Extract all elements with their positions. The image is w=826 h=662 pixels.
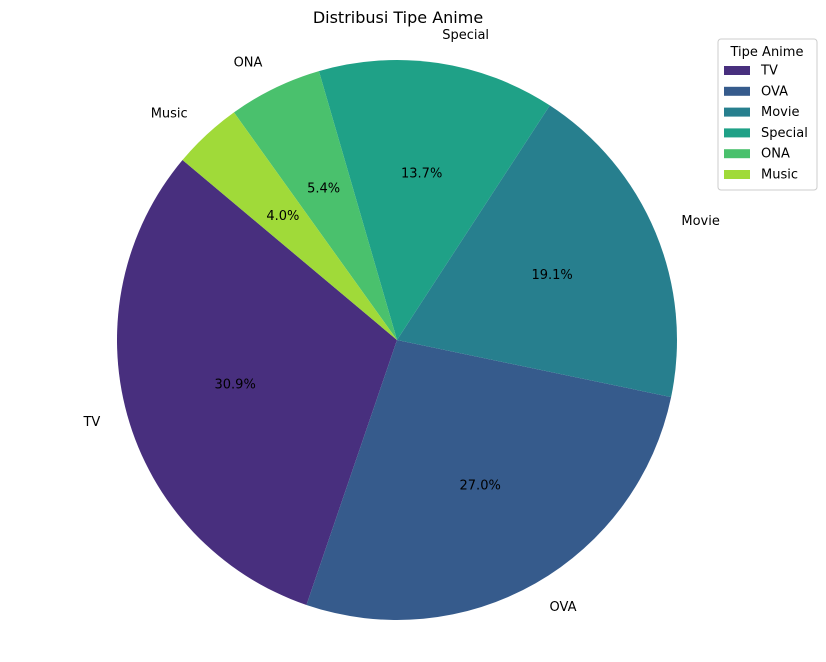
slice-label-ona: ONA bbox=[234, 55, 263, 70]
legend-label-music: Music bbox=[761, 168, 798, 183]
slice-label-ova: OVA bbox=[550, 600, 577, 615]
legend-label-special: Special bbox=[761, 126, 808, 141]
legend-label-ona: ONA bbox=[761, 147, 790, 162]
legend-label-tv: TV bbox=[760, 64, 778, 79]
legend: Tipe Anime TV OVA Movie Special ONA Music bbox=[717, 38, 818, 191]
slice-percent-music: 4.0% bbox=[266, 209, 299, 224]
legend-swatch-music bbox=[724, 170, 750, 179]
pie-slice-tv bbox=[117, 160, 398, 605]
legend-label-movie: Movie bbox=[761, 105, 799, 120]
legend-swatch-movie bbox=[724, 107, 750, 117]
legend-items: TV OVA Movie Special ONA Music bbox=[724, 64, 808, 183]
pie-slice-music bbox=[182, 112, 397, 341]
pie-slice-special bbox=[318, 60, 550, 341]
slice-label-movie: Movie bbox=[681, 214, 719, 229]
slice-percent-ona: 5.4% bbox=[307, 181, 340, 196]
pie-slice-ova bbox=[306, 340, 672, 620]
pie-labels: TV 30.9% OVA 27.0% Movie 19.1% Special 13.7% ONA… bbox=[82, 28, 719, 615]
pie-slice-ona bbox=[233, 71, 397, 341]
legend-swatch-ova bbox=[724, 86, 750, 96]
legend-swatch-ona bbox=[724, 149, 750, 159]
chart-title: Distribusi Tipe Anime bbox=[313, 8, 483, 27]
slice-percent-ova: 27.0% bbox=[460, 478, 501, 493]
slice-percent-movie: 19.1% bbox=[531, 268, 572, 283]
legend-label-ova: OVA bbox=[761, 84, 788, 99]
slice-label-music: Music bbox=[151, 107, 188, 122]
pie-slices bbox=[117, 60, 677, 620]
pie-slice-movie bbox=[397, 105, 677, 398]
slice-label-tv: TV bbox=[82, 415, 100, 430]
legend-swatch-tv bbox=[724, 66, 750, 75]
legend-swatch-special bbox=[724, 128, 750, 138]
slice-percent-tv: 30.9% bbox=[215, 378, 256, 393]
slice-percent-special: 13.7% bbox=[401, 166, 442, 181]
slice-label-special: Special bbox=[442, 28, 489, 43]
legend-title: Tipe Anime bbox=[730, 45, 804, 60]
